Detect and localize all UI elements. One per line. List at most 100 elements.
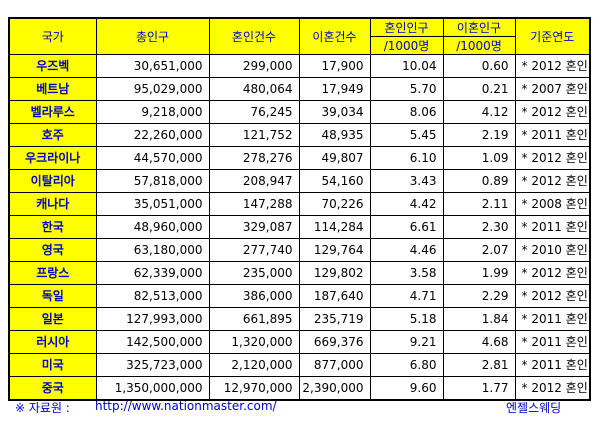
country-cell: 한국 [8,215,97,239]
divorce-rate-cell: 2.29 [442,284,516,308]
population-cell: 30,651,000 [95,54,210,78]
marriage-rate-cell: 6.61 [369,215,444,239]
marriage-rate-cell: 5.45 [369,123,444,147]
divorce-rate-cell: 1.99 [442,261,516,285]
divorces-cell: 114,284 [298,215,371,239]
table-row: 미국 325,723,000 2,120,000 877,000 6.80 2.81 * 2… [8,353,591,377]
marriages-cell: 76,245 [208,100,300,124]
marriage-rate-cell: 8.06 [369,100,444,124]
marriages-cell: 235,000 [208,261,300,285]
marriages-cell: 2,120,000 [208,353,300,377]
divorce-rate-cell: 2.11 [442,192,516,216]
table-row: 한국 48,960,000 329,087 114,284 6.61 2.30 * 2011… [8,215,591,239]
population-cell: 57,818,000 [95,169,210,193]
marriages-cell: 208,947 [208,169,300,193]
base-year-cell: * 2010 혼인 [514,238,591,262]
marriage-rate-cell: 4.42 [369,192,444,216]
country-cell: 우즈벡 [8,54,97,78]
country-cell: 이탈리아 [8,169,97,193]
marriages-cell: 147,288 [208,192,300,216]
country-cell: 우크라이나 [8,146,97,170]
marriage-divorce-table: 국가 총인구 혼인건수 이혼건수 혼인인구 이혼인구 기준연도 /1000명 /… [8,17,591,401]
divorces-cell: 48,935 [298,123,371,147]
population-cell: 44,570,000 [95,146,210,170]
divorce-rate-cell: 0.89 [442,169,516,193]
country-cell: 영국 [8,238,97,262]
header-total-population: 총인구 [95,17,210,55]
header-divorce-rate-line1: 이혼인구 [442,17,516,37]
marriages-cell: 121,752 [208,123,300,147]
divorces-cell: 187,640 [298,284,371,308]
marriages-cell: 480,064 [208,77,300,101]
marriages-cell: 386,000 [208,284,300,308]
population-cell: 142,500,000 [95,330,210,354]
header-divorce-rate-line2: /1000명 [442,36,516,55]
population-cell: 95,029,000 [95,77,210,101]
table-row: 벨라루스 9,218,000 76,245 39,034 8.06 4.12 * 2012 … [8,100,591,124]
divorce-rate-cell: 2.07 [442,238,516,262]
marriage-rate-cell: 4.71 [369,284,444,308]
divorces-cell: 39,034 [298,100,371,124]
marriages-cell: 12,970,000 [208,376,300,401]
marriage-rate-cell: 9.60 [369,376,444,401]
marriage-rate-cell: 10.04 [369,54,444,78]
base-year-cell: * 2012 혼인 [514,261,591,285]
population-cell: 82,513,000 [95,284,210,308]
divorce-rate-cell: 1.09 [442,146,516,170]
divorces-cell: 129,802 [298,261,371,285]
base-year-cell: * 2012 혼인 [514,376,591,401]
country-cell: 중국 [8,376,97,401]
population-cell: 35,051,000 [95,192,210,216]
country-cell: 벨라루스 [8,100,97,124]
source-url-link[interactable]: http://www.nationmaster.com/ [95,399,277,413]
base-year-cell: * 2011 혼인 [514,330,591,354]
table-row: 캐나다 35,051,000 147,288 70,226 4.42 2.11 * 2008… [8,192,591,216]
divorces-cell: 129,764 [298,238,371,262]
divorce-rate-cell: 1.77 [442,376,516,401]
table-row: 일본 127,993,000 661,895 235,719 5.18 1.84 * 201… [8,307,591,331]
divorces-cell: 17,900 [298,54,371,78]
divorces-cell: 17,949 [298,77,371,101]
table-row: 영국 63,180,000 277,740 129,764 4.46 2.07 * 2010… [8,238,591,262]
divorce-rate-cell: 2.30 [442,215,516,239]
header-marriages: 혼인건수 [208,17,300,55]
population-cell: 127,993,000 [95,307,210,331]
divorce-rate-cell: 0.21 [442,77,516,101]
marriage-rate-cell: 5.18 [369,307,444,331]
country-cell: 미국 [8,353,97,377]
divorce-rate-cell: 2.81 [442,353,516,377]
divorces-cell: 49,807 [298,146,371,170]
country-cell: 러시아 [8,330,97,354]
divorces-cell: 54,160 [298,169,371,193]
divorce-rate-cell: 4.68 [442,330,516,354]
table-body: 우즈벡 30,651,000 299,000 17,900 10.04 0.60 * 201… [8,54,591,401]
table-row: 우크라이나 44,570,000 278,276 49,807 6.10 1.09 * 20… [8,146,591,170]
marriage-rate-cell: 6.10 [369,146,444,170]
base-year-cell: * 2011 혼인 [514,353,591,377]
base-year-cell: * 2012 혼인 [514,169,591,193]
marriage-rate-cell: 6.80 [369,353,444,377]
table-row: 러시아 142,500,000 1,320,000 669,376 9.21 4.68 * … [8,330,591,354]
divorce-rate-cell: 0.60 [442,54,516,78]
divorces-cell: 235,719 [298,307,371,331]
table-row: 독일 82,513,000 386,000 187,640 4.71 2.29 * 2012… [8,284,591,308]
marriages-cell: 329,087 [208,215,300,239]
divorces-cell: 70,226 [298,192,371,216]
table-row: 호주 22,260,000 121,752 48,935 5.45 2.19 * 2011 … [8,123,591,147]
divorces-cell: 877,000 [298,353,371,377]
base-year-cell: * 2012 혼인 [514,54,591,78]
base-year-cell: * 2011 혼인 [514,215,591,239]
population-cell: 9,218,000 [95,100,210,124]
marriage-rate-cell: 4.46 [369,238,444,262]
table-row: 우즈벡 30,651,000 299,000 17,900 10.04 0.60 * 201… [8,54,591,78]
marriages-cell: 299,000 [208,54,300,78]
marriages-cell: 277,740 [208,238,300,262]
population-cell: 1,350,000,000 [95,376,210,401]
source-label: ※ 자료원 : [15,401,70,415]
marriage-rate-cell: 9.21 [369,330,444,354]
header-divorces: 이혼건수 [298,17,371,55]
marriage-rate-cell: 3.58 [369,261,444,285]
header-country: 국가 [8,17,97,55]
country-cell: 캐나다 [8,192,97,216]
marriages-cell: 278,276 [208,146,300,170]
